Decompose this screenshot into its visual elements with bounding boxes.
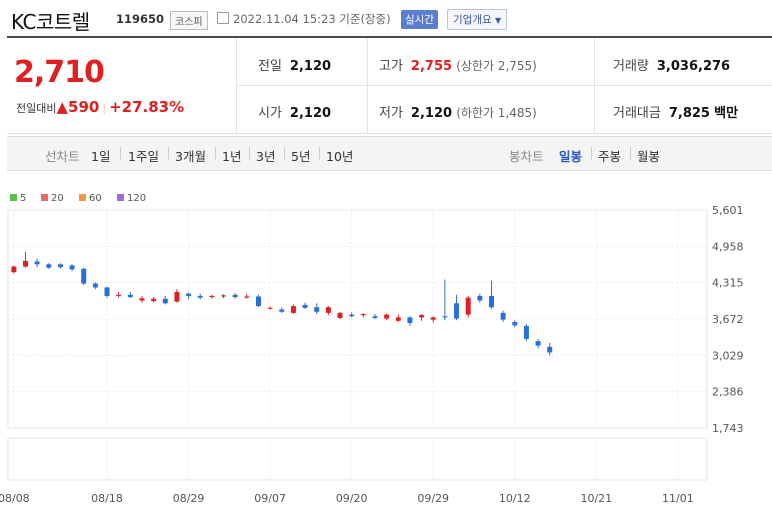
candle-body [46, 264, 51, 267]
candle-body [442, 316, 447, 317]
candle-body [431, 317, 436, 319]
legend-label: 120 [127, 193, 146, 204]
candle-body [221, 295, 226, 296]
legend-swatch [79, 194, 86, 201]
candle-body [361, 314, 366, 315]
candle-body [512, 322, 517, 325]
candle-body [93, 284, 98, 288]
legend-swatch [10, 194, 17, 201]
candle-body [372, 316, 377, 318]
x-tick-label: 08/08 [0, 492, 30, 505]
candle-body [139, 298, 144, 300]
y-tick-label: 4,315 [712, 277, 744, 290]
candle-body [314, 307, 319, 312]
candle-body [477, 296, 482, 301]
candle-body [174, 292, 179, 302]
legend-swatch [41, 194, 48, 201]
candle-body [524, 326, 529, 339]
candle-body [70, 265, 75, 269]
candle-body [256, 297, 261, 307]
candle-body [163, 299, 168, 304]
candle-body [396, 317, 401, 320]
candle-body [407, 317, 412, 323]
candle-body [279, 310, 284, 312]
y-tick-label: 1,743 [712, 422, 744, 435]
candle-body [303, 305, 308, 308]
candle-body [23, 261, 28, 267]
legend-label: 60 [89, 193, 102, 204]
y-tick-label: 3,672 [712, 313, 744, 326]
legend-swatch [117, 194, 124, 201]
candle-body [244, 297, 249, 298]
x-tick-label: 09/29 [417, 492, 449, 505]
candle-body [128, 295, 133, 297]
candle-body [338, 313, 343, 318]
volume-frame [8, 438, 707, 480]
candle-body [384, 315, 389, 319]
y-tick-label: 5,601 [712, 204, 744, 217]
x-tick-label: 10/21 [580, 492, 612, 505]
x-tick-label: 11/01 [662, 492, 694, 505]
candle-body [198, 296, 203, 298]
x-tick-label: 08/18 [91, 492, 123, 505]
candle-body [536, 341, 541, 346]
candle-body [349, 315, 354, 317]
candle-body [81, 269, 86, 284]
x-tick-label: 09/20 [336, 492, 368, 505]
legend-label: 5 [20, 193, 26, 204]
y-tick-label: 4,958 [712, 240, 744, 253]
candle-body [268, 308, 273, 309]
candle-body [547, 347, 552, 353]
candle-body [489, 296, 494, 307]
candle-body [233, 295, 238, 297]
candle-body [326, 307, 331, 313]
candle-body [209, 296, 214, 297]
legend-label: 20 [51, 193, 64, 204]
candle-body [466, 298, 471, 315]
candle-body [151, 299, 156, 301]
y-tick-label: 2,386 [712, 386, 744, 399]
candle-body [291, 306, 296, 313]
candle-body [11, 267, 16, 273]
candle-body [35, 261, 40, 264]
y-tick-label: 3,029 [712, 349, 744, 362]
candle-body [116, 295, 121, 296]
candle-body [454, 303, 459, 318]
candle-body [501, 313, 506, 320]
candle-body [58, 264, 63, 267]
x-tick-label: 09/07 [254, 492, 286, 505]
candle-body [186, 294, 191, 296]
candle-body [105, 287, 110, 295]
x-tick-label: 08/29 [173, 492, 205, 505]
candle-body [419, 315, 424, 317]
x-tick-label: 10/12 [499, 492, 531, 505]
